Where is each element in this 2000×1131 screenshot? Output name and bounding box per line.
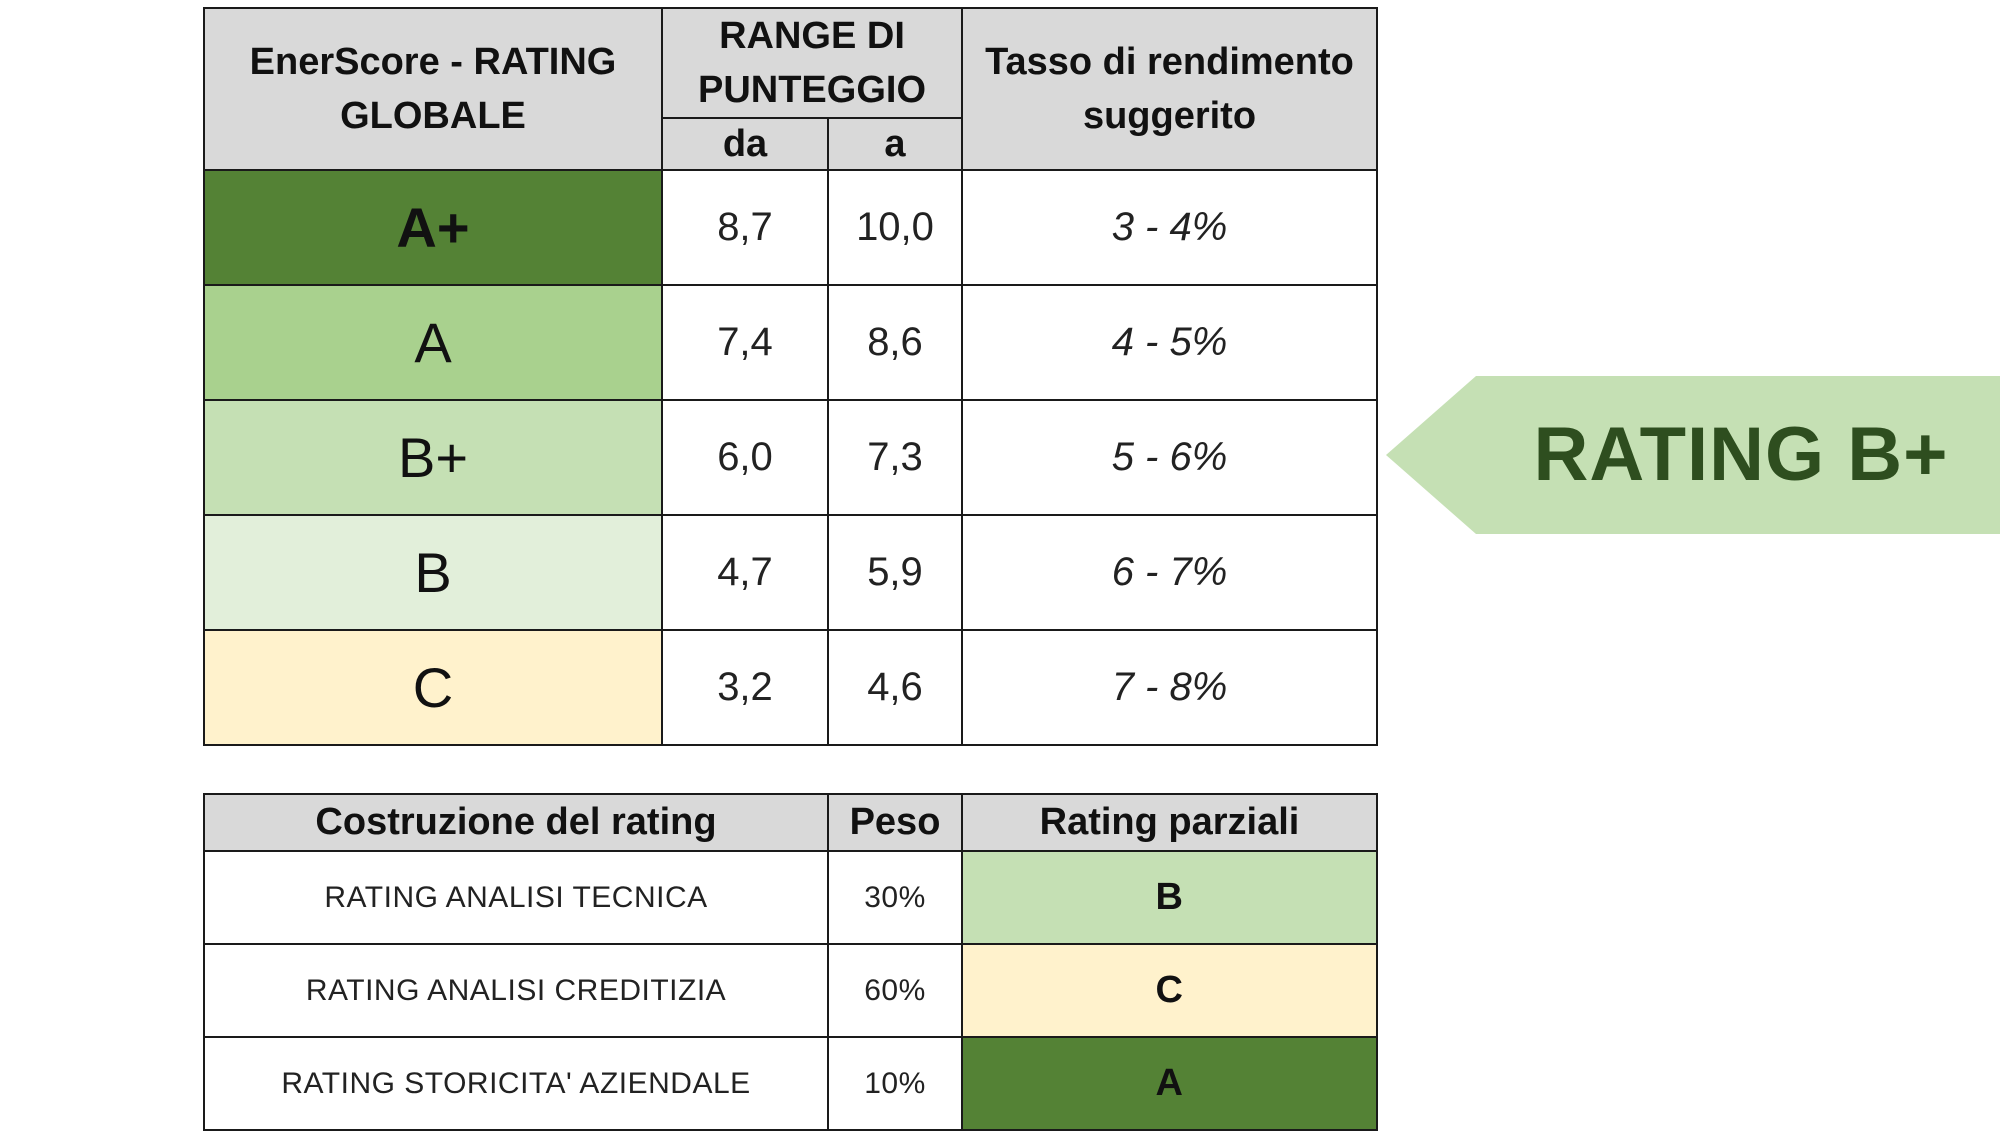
- weight-cell: 10%: [827, 1036, 963, 1131]
- range-from-cell: 8,7: [661, 169, 829, 286]
- table-row: RATING ANALISI TECNICA 30% B: [203, 850, 1378, 945]
- table-row: B+ 6,0 7,3 5 - 6%: [203, 399, 1378, 516]
- range-to-cell: 10,0: [827, 169, 963, 286]
- rating-scale-table: EnerScore - RATING GLOBALE RANGE DI PUNT…: [203, 7, 1378, 746]
- yield-cell: 5 - 6%: [961, 399, 1378, 516]
- grade-cell: B: [203, 514, 663, 631]
- range-from-cell: 6,0: [661, 399, 829, 516]
- callout-rating-label: RATING B+: [1533, 412, 1949, 497]
- rating-composition-table: Costruzione del rating Peso Rating parzi…: [203, 793, 1378, 1131]
- header-partial-ratings: Rating parziali: [961, 793, 1378, 852]
- range-from-cell: 3,2: [661, 629, 829, 746]
- yield-cell: 7 - 8%: [961, 629, 1378, 746]
- table-row: RATING STORICITA' AZIENDALE 10% A: [203, 1036, 1378, 1131]
- range-from-cell: 4,7: [661, 514, 829, 631]
- table-row: RATING ANALISI CREDITIZIA 60% C: [203, 943, 1378, 1038]
- weight-cell: 30%: [827, 850, 963, 945]
- partial-rating-cell: C: [961, 943, 1378, 1038]
- range-to-cell: 7,3: [827, 399, 963, 516]
- range-to-cell: 4,6: [827, 629, 963, 746]
- component-cell: RATING ANALISI CREDITIZIA: [203, 943, 829, 1038]
- grade-cell: C: [203, 629, 663, 746]
- yield-cell: 3 - 4%: [961, 169, 1378, 286]
- component-cell: RATING STORICITA' AZIENDALE: [203, 1036, 829, 1131]
- range-to-cell: 5,9: [827, 514, 963, 631]
- yield-cell: 4 - 5%: [961, 284, 1378, 401]
- table-row: A 7,4 8,6 4 - 5%: [203, 284, 1378, 401]
- header-range-to: a: [827, 117, 963, 171]
- grade-cell: A+: [203, 169, 663, 286]
- range-from-cell: 7,4: [661, 284, 829, 401]
- partial-rating-cell: A: [961, 1036, 1378, 1131]
- weight-cell: 60%: [827, 943, 963, 1038]
- callout-arrow-shape: [1386, 376, 2000, 534]
- header-global-rating: EnerScore - RATING GLOBALE: [203, 7, 663, 171]
- grade-cell: B+: [203, 399, 663, 516]
- component-cell: RATING ANALISI TECNICA: [203, 850, 829, 945]
- header-score-range: RANGE DI PUNTEGGIO: [661, 7, 963, 119]
- yield-cell: 6 - 7%: [961, 514, 1378, 631]
- grade-cell: A: [203, 284, 663, 401]
- range-to-cell: 8,6: [827, 284, 963, 401]
- table-row: A+ 8,7 10,0 3 - 4%: [203, 169, 1378, 286]
- header-range-from: da: [661, 117, 829, 171]
- table-row: B 4,7 5,9 6 - 7%: [203, 514, 1378, 631]
- header-suggested-yield: Tasso di rendimento suggerito: [961, 7, 1378, 171]
- header-rating-construction: Costruzione del rating: [203, 793, 829, 852]
- partial-rating-cell: B: [961, 850, 1378, 945]
- table-row: C 3,2 4,6 7 - 8%: [203, 629, 1378, 746]
- rating-callout: RATING B+: [1386, 376, 2000, 534]
- header-weight: Peso: [827, 793, 963, 852]
